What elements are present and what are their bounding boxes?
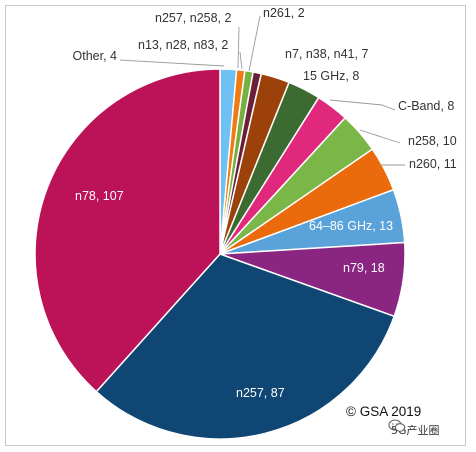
slice-label-4: n7, n38, n41, 7 — [285, 47, 368, 61]
slice-label-10: n79, 18 — [343, 261, 385, 275]
copyright-text: © GSA 2019 — [346, 404, 421, 419]
leader-line-2 — [239, 51, 243, 70]
slice-label-12: n78, 107 — [75, 189, 124, 203]
slice-label-1: n257, n258, 2 — [155, 11, 232, 25]
slice-label-0: Other, 4 — [73, 49, 118, 63]
leader-line-0 — [119, 59, 225, 67]
slice-label-9: 64–86 GHz, 13 — [309, 219, 393, 233]
leader-line-6 — [329, 99, 396, 111]
leader-line-1 — [237, 26, 240, 69]
slice-label-3: n261, 2 — [263, 6, 305, 20]
pie-slice-11 — [95, 253, 396, 440]
slice-label-2: n13, n28, n83, 2 — [138, 38, 228, 52]
leader-line-7 — [359, 129, 401, 144]
slice-label-5: 15 GHz, 8 — [303, 69, 359, 83]
slice-label-8: n260, 11 — [409, 157, 457, 171]
wechat-icon — [388, 419, 406, 432]
slice-label-11: n257, 87 — [236, 386, 285, 400]
pie-slice-12 — [34, 68, 221, 393]
watermark: 5G产业圈 — [388, 419, 443, 441]
slice-label-7: n258, 10 — [408, 134, 457, 148]
slice-label-6: C-Band, 8 — [398, 99, 454, 113]
leader-line-3 — [248, 15, 261, 72]
